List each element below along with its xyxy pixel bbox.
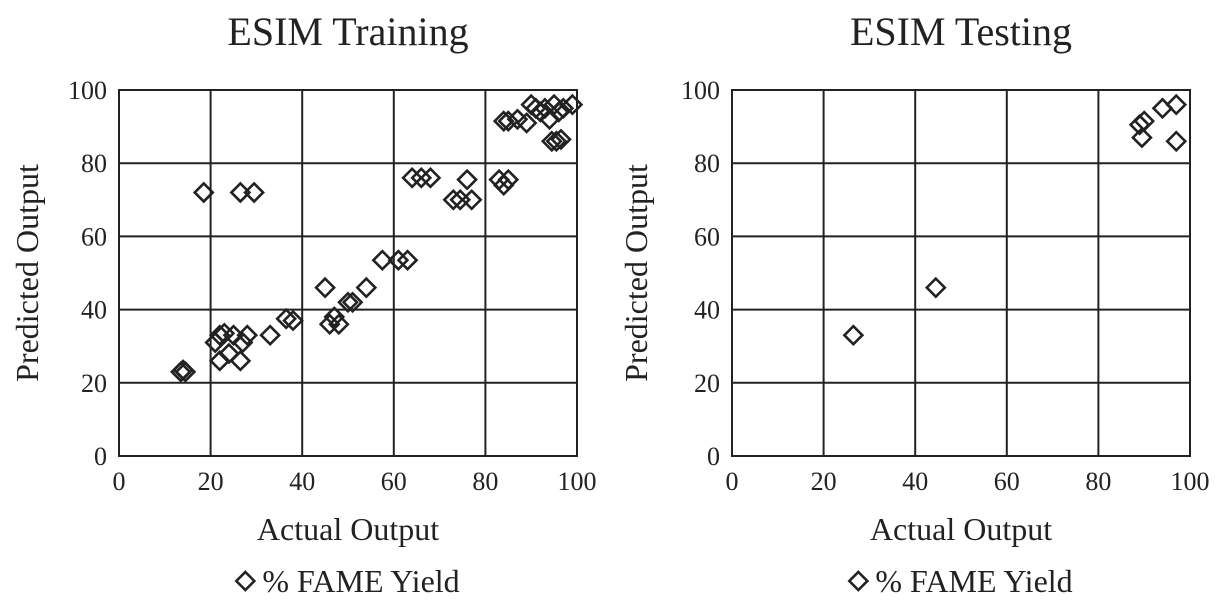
x-tick-label: 20 [811, 467, 837, 496]
chart-title: ESIM Training [227, 9, 468, 54]
data-point [924, 276, 947, 299]
y-tick-label: 20 [81, 369, 107, 398]
y-tick-label: 80 [694, 149, 720, 178]
data-point [497, 168, 520, 191]
y-axis-label: Predicted Output [9, 164, 45, 382]
legend-marker [847, 570, 870, 592]
data-point [229, 350, 252, 372]
data-point [552, 97, 575, 120]
x-tick-label: 80 [472, 467, 498, 496]
data-point [282, 309, 304, 332]
legend-label: % FAME Yield [262, 563, 459, 599]
x-tick-label: 100 [1171, 467, 1210, 496]
y-tick-label: 80 [81, 149, 107, 178]
chart-panel-2: ESIM Testing 0 20 40 60 80 100 0 20 40 60 80 100 Actu… [618, 9, 1210, 599]
data-point [355, 276, 378, 299]
data-point [318, 313, 341, 336]
data-point [529, 101, 552, 123]
y-tick-label: 40 [81, 296, 107, 325]
data-point [208, 350, 231, 372]
data-point [456, 168, 478, 191]
data-point [515, 112, 538, 134]
data-point [218, 342, 240, 365]
data-point [545, 130, 568, 153]
data-point [497, 110, 520, 132]
y-tick-label: 40 [694, 296, 720, 325]
y-axis-label: Predicted Output [618, 164, 654, 382]
data-point [341, 291, 364, 314]
y-tick-label: 100 [68, 76, 107, 105]
x-tick-label: 0 [113, 467, 126, 496]
data-point [174, 360, 197, 383]
plot-frame [118, 89, 578, 457]
data-point [1131, 126, 1153, 149]
data-point [410, 167, 433, 189]
x-tick-label: 60 [381, 467, 407, 496]
x-tick-label: 60 [994, 467, 1020, 496]
y-tick-label: 20 [694, 369, 720, 398]
data-point [442, 188, 465, 211]
data-point [401, 167, 423, 189]
x-tick-label: 20 [198, 467, 224, 496]
data-point [328, 313, 350, 336]
y-tick-label: 100 [681, 76, 720, 105]
chart-title: ESIM Testing [850, 9, 1072, 54]
data-point [236, 324, 259, 347]
data-point [387, 249, 410, 272]
x-tick-label: 0 [726, 467, 739, 496]
data-point [449, 188, 472, 211]
data-point [231, 331, 254, 354]
x-tick-label: 40 [902, 467, 928, 496]
data-point [371, 249, 394, 272]
x-axis-label: Actual Output [257, 511, 439, 547]
y-tick-label: 60 [694, 222, 720, 251]
x-axis-label: Actual Output [870, 511, 1052, 547]
data-point [337, 291, 359, 314]
chart-panel-1: ESIM Training 0 20 40 60 80 100 0 20 40 60 80 100 Act… [9, 9, 597, 599]
data-point [323, 306, 346, 328]
data-point [192, 181, 215, 204]
data-point [1165, 93, 1188, 116]
data-point [419, 167, 442, 189]
data-point [550, 128, 572, 151]
data-point [460, 188, 483, 211]
data-point [842, 324, 865, 347]
data-point [547, 101, 570, 123]
x-tick-label: 100 [558, 467, 597, 496]
data-point [534, 97, 556, 120]
data-point [561, 93, 584, 116]
data-point [275, 307, 298, 330]
data-point [243, 181, 265, 204]
y-tick-label: 60 [81, 222, 107, 251]
data-point [1165, 130, 1188, 153]
legend-label: % FAME Yield [875, 563, 1072, 599]
data-point [314, 276, 336, 299]
data-point [396, 249, 419, 272]
data-point [492, 174, 515, 196]
data-point [259, 324, 281, 347]
legend-marker [234, 570, 257, 592]
y-tick-label: 0 [707, 442, 720, 471]
y-tick-label: 0 [94, 442, 107, 471]
x-tick-label: 80 [1085, 467, 1111, 496]
plot-frame [731, 89, 1191, 457]
x-tick-label: 40 [289, 467, 315, 496]
data-point [540, 130, 563, 153]
data-point [1128, 113, 1151, 136]
